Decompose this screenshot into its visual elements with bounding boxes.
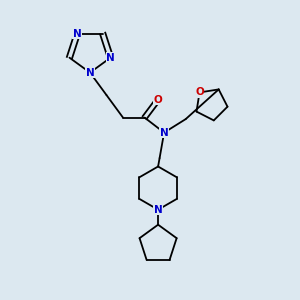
Text: O: O bbox=[154, 94, 163, 105]
Text: N: N bbox=[106, 53, 115, 63]
Text: N: N bbox=[154, 205, 163, 215]
Text: N: N bbox=[160, 128, 169, 138]
Text: O: O bbox=[195, 87, 204, 98]
Text: N: N bbox=[73, 28, 82, 38]
Text: N: N bbox=[85, 68, 94, 78]
